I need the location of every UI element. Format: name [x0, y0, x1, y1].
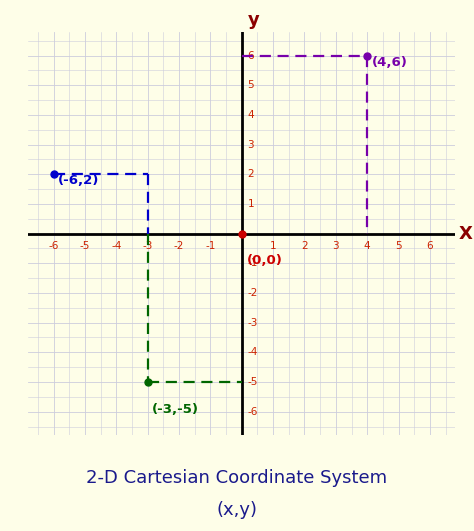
Text: y: y	[247, 11, 259, 29]
Text: (-3,-5): (-3,-5)	[152, 403, 200, 416]
Text: 1: 1	[270, 241, 276, 251]
Text: (x,y): (x,y)	[217, 501, 257, 519]
Text: -2: -2	[247, 288, 258, 298]
Text: 1: 1	[247, 199, 254, 209]
Text: -4: -4	[111, 241, 121, 251]
Text: -5: -5	[247, 377, 258, 387]
Text: 6: 6	[427, 241, 433, 251]
Text: X: X	[459, 225, 473, 243]
Text: (0,0): (0,0)	[246, 254, 283, 268]
Text: 4: 4	[364, 241, 371, 251]
Text: 2: 2	[301, 241, 308, 251]
Text: -1: -1	[205, 241, 216, 251]
Text: -6: -6	[48, 241, 59, 251]
Text: 4: 4	[247, 110, 254, 120]
Text: -4: -4	[247, 347, 258, 357]
Text: -1: -1	[247, 258, 258, 268]
Text: 5: 5	[247, 80, 254, 90]
Text: 2-D Cartesian Coordinate System: 2-D Cartesian Coordinate System	[86, 469, 388, 487]
Text: 3: 3	[333, 241, 339, 251]
Text: (-6,2): (-6,2)	[58, 174, 100, 187]
Text: -5: -5	[80, 241, 90, 251]
Text: -6: -6	[247, 407, 258, 417]
Text: -3: -3	[143, 241, 153, 251]
Text: (4,6): (4,6)	[372, 56, 408, 68]
Text: 2: 2	[247, 169, 254, 179]
Text: -3: -3	[247, 318, 258, 328]
Text: 5: 5	[395, 241, 402, 251]
Text: -2: -2	[174, 241, 184, 251]
Text: 3: 3	[247, 140, 254, 150]
Text: 6: 6	[247, 50, 254, 61]
